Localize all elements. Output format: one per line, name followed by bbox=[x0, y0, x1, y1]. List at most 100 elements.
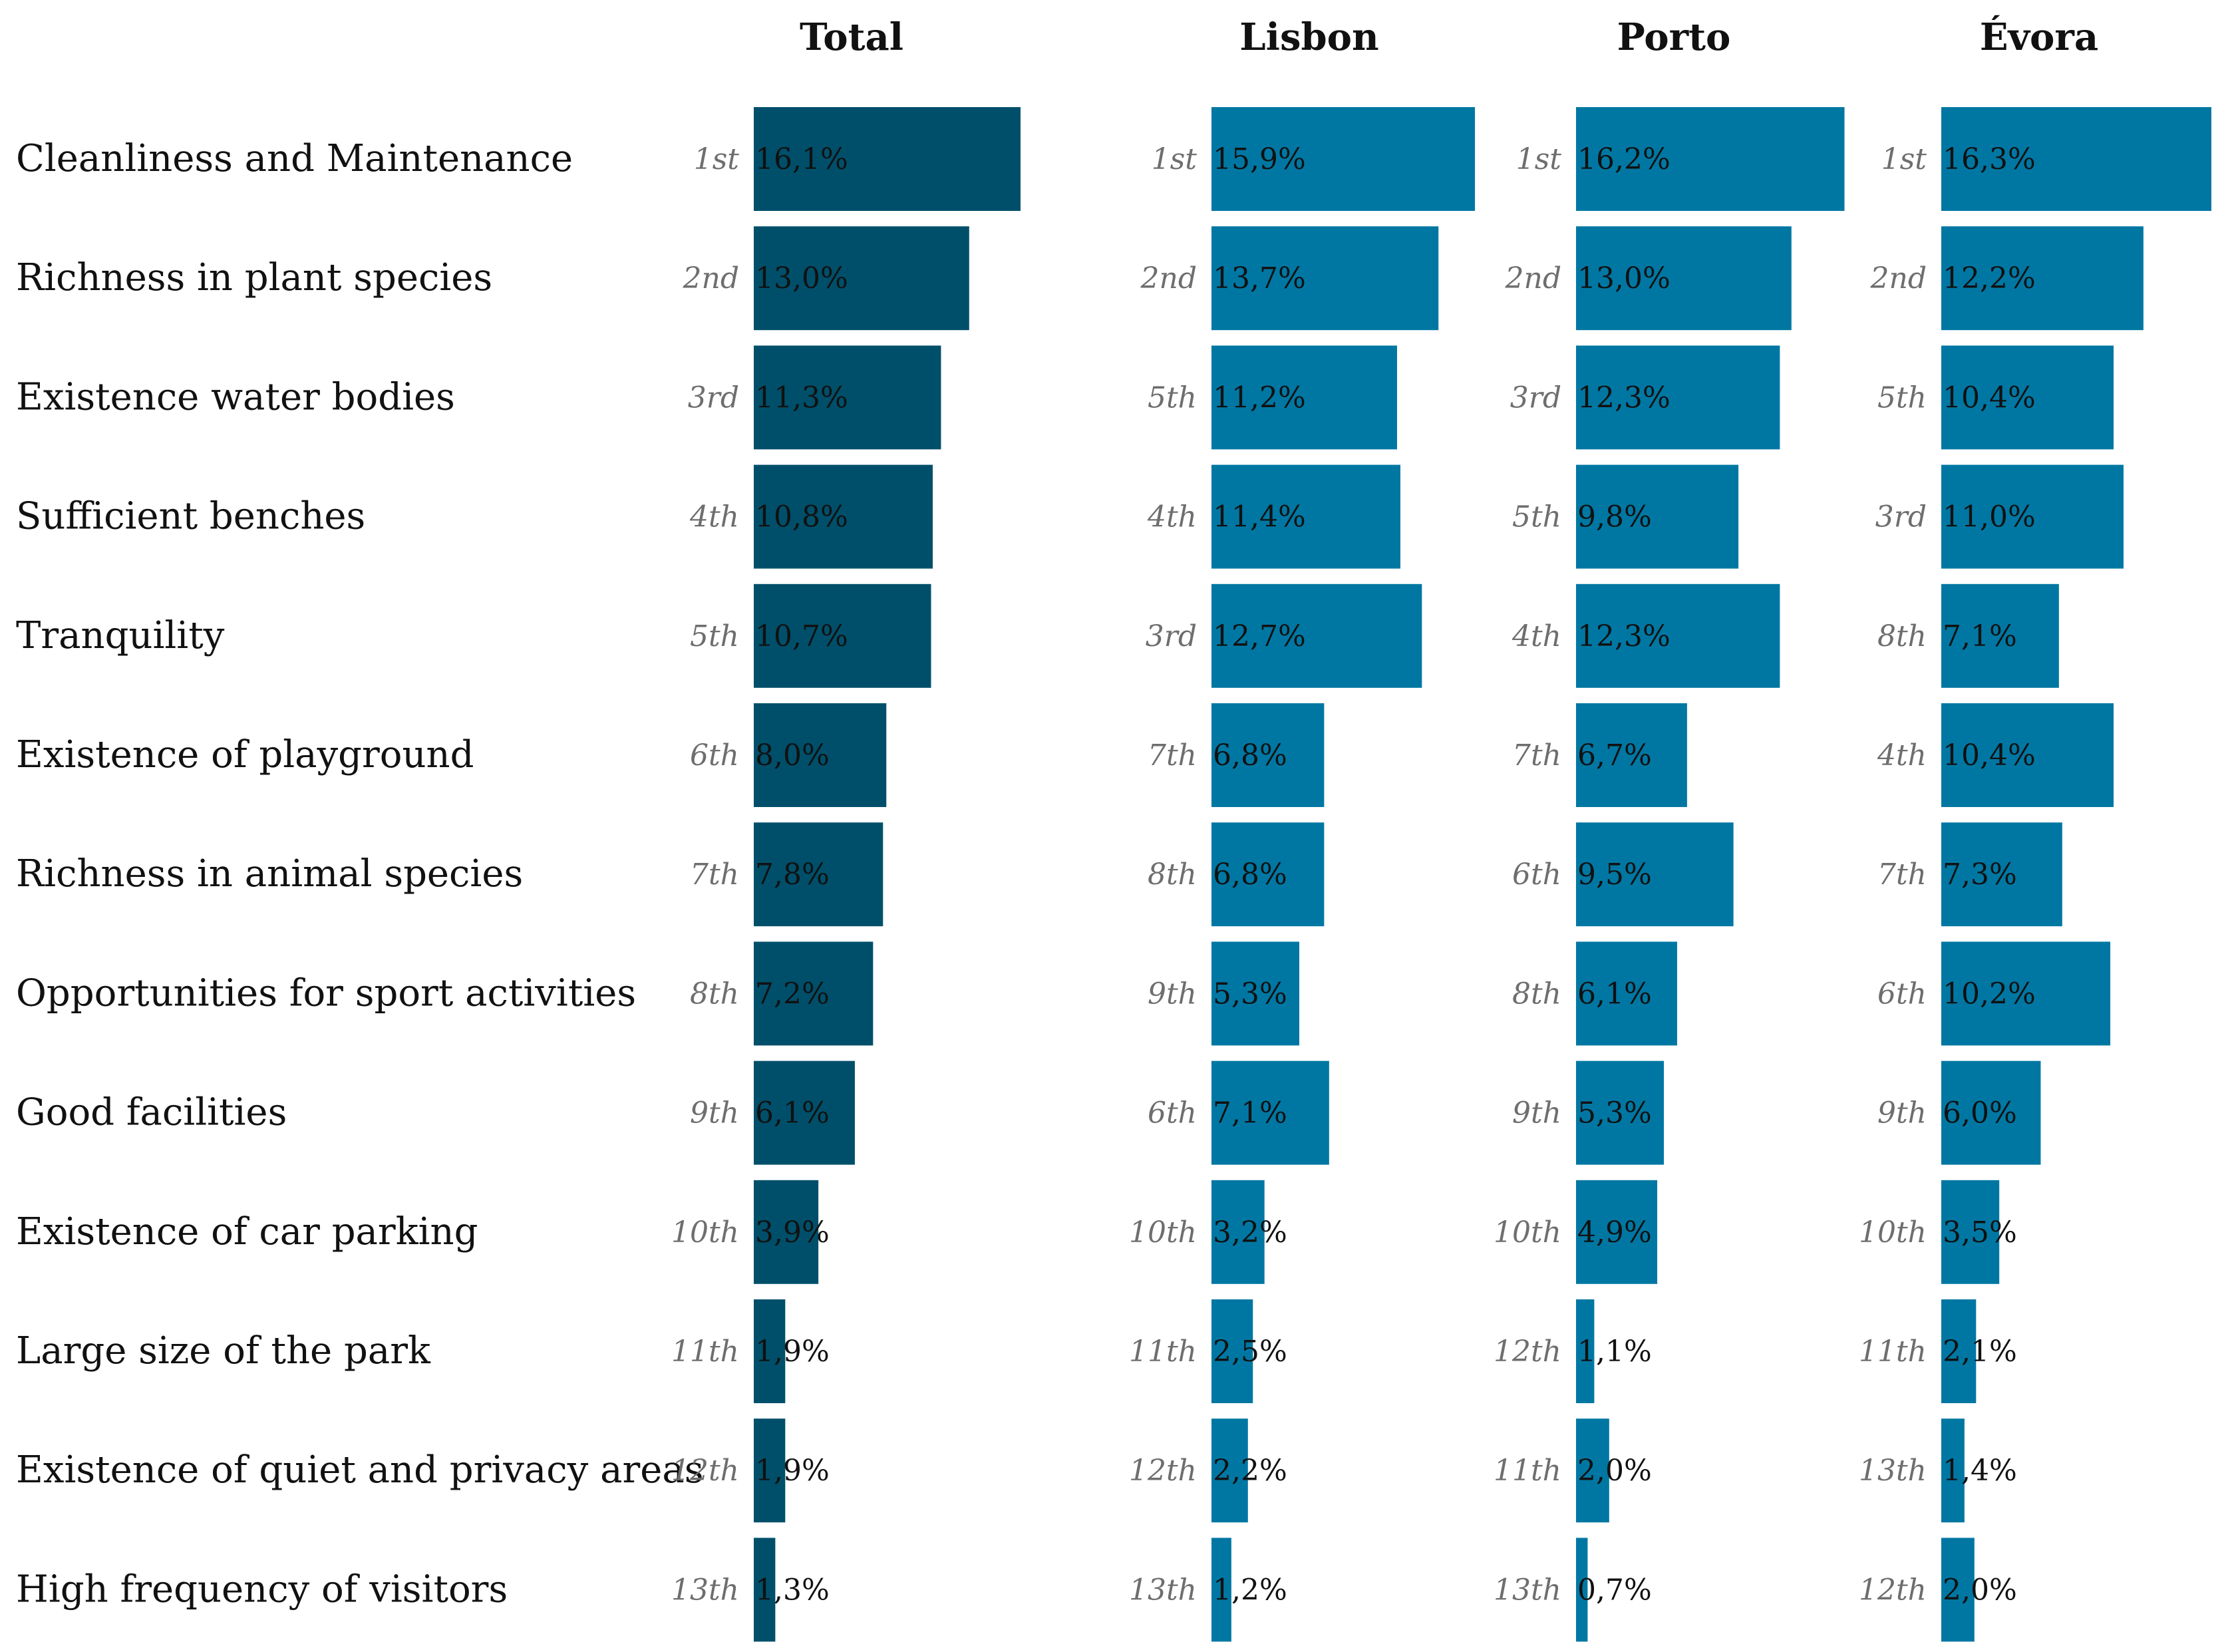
rank-label-total-5: 5th bbox=[690, 619, 739, 653]
value-label-porto-7: 9,5% bbox=[1577, 858, 1652, 892]
category-label-opportunities-for-sport-activities: Opportunities for sport activities bbox=[16, 971, 636, 1015]
bar-porto-high-frequency-of-visitors bbox=[1576, 1538, 1588, 1642]
value-label-total-2: 13,0% bbox=[755, 261, 848, 295]
value-label-total-13: 1,3% bbox=[755, 1573, 830, 1607]
value-label-evora-4: 11,0% bbox=[1943, 500, 2036, 534]
value-label-evora-6: 10,4% bbox=[1943, 739, 2036, 772]
bar-total-opportunities-for-sport-activities bbox=[754, 941, 874, 1046]
bar-evora-existence-water-bodies bbox=[1941, 345, 2114, 450]
rank-label-evora-10: 10th bbox=[1859, 1216, 1927, 1249]
value-label-lisbon-4: 11,4% bbox=[1213, 500, 1306, 534]
bar-lisbon-opportunities-for-sport-activities bbox=[1211, 941, 1300, 1046]
category-label-high-frequency-of-visitors: High frequency of visitors bbox=[16, 1568, 508, 1611]
value-label-lisbon-2: 13,7% bbox=[1213, 261, 1306, 295]
value-label-porto-11: 1,1% bbox=[1577, 1335, 1652, 1369]
category-label-existence-of-car-parking: Existence of car parking bbox=[16, 1210, 478, 1253]
rank-label-porto-10: 10th bbox=[1494, 1216, 1561, 1249]
rank-label-evora-7: 7th bbox=[1877, 858, 1927, 892]
bar-total-high-frequency-of-visitors bbox=[754, 1538, 776, 1642]
bar-porto-good-facilities bbox=[1576, 1061, 1665, 1165]
rank-label-total-7: 7th bbox=[690, 858, 739, 892]
rank-label-total-8: 8th bbox=[690, 977, 739, 1011]
rank-label-lisbon-5: 3rd bbox=[1146, 619, 1197, 653]
rank-label-porto-8: 8th bbox=[1512, 977, 1561, 1011]
value-label-lisbon-11: 2,5% bbox=[1213, 1335, 1287, 1369]
category-label-richness-in-plant-species: Richness in plant species bbox=[16, 256, 492, 299]
rank-label-porto-7: 6th bbox=[1512, 858, 1561, 892]
bar-evora-tranquility bbox=[1941, 583, 2059, 688]
value-label-total-9: 6,1% bbox=[755, 1096, 830, 1130]
panel-lisbon: Lisbon 1st 15,9% 2nd 13,7% 5th 11,2% 4th 11,4% 3r… bbox=[1129, 15, 1476, 1642]
value-label-lisbon-5: 12,7% bbox=[1213, 619, 1306, 653]
value-label-evora-13: 2,0% bbox=[1943, 1573, 2017, 1607]
value-label-porto-12: 2,0% bbox=[1577, 1454, 1652, 1488]
bar-total-large-size-of-the-park bbox=[754, 1299, 786, 1403]
bar-porto-cleanliness-and-maintenance bbox=[1576, 107, 1845, 211]
category-label-good-facilities: Good facilities bbox=[16, 1091, 287, 1134]
rank-label-total-2: 2nd bbox=[683, 261, 740, 295]
bar-porto-tranquility bbox=[1576, 583, 1780, 688]
value-label-total-1: 16,1% bbox=[755, 142, 848, 176]
rank-label-porto-3: 3rd bbox=[1510, 381, 1561, 414]
rank-label-lisbon-3: 5th bbox=[1148, 381, 1197, 414]
value-label-evora-9: 6,0% bbox=[1943, 1096, 2017, 1130]
bar-lisbon-large-size-of-the-park bbox=[1211, 1299, 1253, 1403]
category-labels: Cleanliness and Maintenance Richness in p… bbox=[16, 137, 704, 1611]
rank-label-lisbon-8: 9th bbox=[1148, 977, 1197, 1011]
rank-label-lisbon-13: 13th bbox=[1129, 1573, 1197, 1607]
bar-evora-existence-of-quiet-and-privacy-areas bbox=[1941, 1418, 1965, 1523]
value-label-porto-6: 6,7% bbox=[1577, 739, 1652, 772]
value-label-porto-8: 6,1% bbox=[1577, 977, 1652, 1011]
rank-label-evora-3: 5th bbox=[1877, 381, 1927, 414]
value-label-evora-5: 7,1% bbox=[1943, 619, 2017, 653]
rank-label-porto-13: 13th bbox=[1494, 1573, 1561, 1607]
bar-lisbon-existence-of-car-parking bbox=[1211, 1180, 1265, 1284]
rank-label-lisbon-4: 4th bbox=[1147, 500, 1197, 534]
bar-porto-existence-of-car-parking bbox=[1576, 1180, 1658, 1284]
value-label-porto-5: 12,3% bbox=[1577, 619, 1671, 653]
bar-total-existence-water-bodies bbox=[754, 345, 941, 450]
rank-label-total-1: 1st bbox=[694, 142, 740, 176]
value-label-lisbon-7: 6,8% bbox=[1213, 858, 1287, 892]
value-label-porto-1: 16,2% bbox=[1577, 142, 1671, 176]
value-label-lisbon-9: 7,1% bbox=[1213, 1096, 1287, 1130]
rank-label-evora-1: 1st bbox=[1881, 142, 1927, 176]
value-label-evora-10: 3,5% bbox=[1943, 1216, 2017, 1249]
rank-label-porto-2: 2nd bbox=[1505, 261, 1562, 295]
category-label-sufficient-benches: Sufficient benches bbox=[16, 495, 365, 538]
rank-label-evora-4: 3rd bbox=[1875, 500, 1927, 534]
bar-lisbon-existence-water-bodies bbox=[1211, 345, 1397, 450]
rank-label-evora-12: 13th bbox=[1859, 1454, 1927, 1488]
bar-evora-existence-of-playground bbox=[1941, 703, 2114, 807]
value-label-evora-2: 12,2% bbox=[1943, 261, 2036, 295]
value-label-total-8: 7,2% bbox=[755, 977, 830, 1011]
category-label-existence-of-playground: Existence of playground bbox=[16, 733, 474, 776]
panel-title-total: Total bbox=[800, 15, 903, 59]
rank-label-porto-9: 9th bbox=[1512, 1096, 1561, 1130]
bar-lisbon-existence-of-playground bbox=[1211, 703, 1325, 807]
rank-label-total-9: 9th bbox=[690, 1096, 739, 1130]
rank-label-evora-5: 8th bbox=[1877, 619, 1927, 653]
rank-label-lisbon-7: 8th bbox=[1148, 858, 1197, 892]
value-label-lisbon-13: 1,2% bbox=[1213, 1573, 1287, 1607]
bar-evora-existence-of-car-parking bbox=[1941, 1180, 2000, 1284]
rank-label-total-12: 12th bbox=[671, 1454, 739, 1488]
value-label-porto-2: 13,0% bbox=[1577, 261, 1671, 295]
bar-porto-existence-of-quiet-and-privacy-areas bbox=[1576, 1418, 1609, 1523]
value-label-total-5: 10,7% bbox=[755, 619, 848, 653]
rank-label-lisbon-9: 6th bbox=[1148, 1096, 1197, 1130]
value-label-lisbon-8: 5,3% bbox=[1213, 977, 1287, 1011]
panel-evora: Évora 1st 16,3% 2nd 12,2% 5th 10,4% 3rd 11,0% 8th… bbox=[1859, 15, 2211, 1642]
value-label-porto-9: 5,3% bbox=[1577, 1096, 1652, 1130]
bar-evora-high-frequency-of-visitors bbox=[1941, 1538, 1975, 1642]
rank-label-evora-11: 11th bbox=[1859, 1335, 1927, 1369]
category-label-cleanliness-and-maintenance: Cleanliness and Maintenance bbox=[16, 137, 573, 180]
bar-porto-large-size-of-the-park bbox=[1576, 1299, 1595, 1403]
bar-lisbon-cleanliness-and-maintenance bbox=[1211, 107, 1476, 211]
value-label-lisbon-3: 11,2% bbox=[1213, 381, 1306, 414]
value-label-total-4: 10,8% bbox=[755, 500, 848, 534]
value-label-evora-12: 1,4% bbox=[1943, 1454, 2017, 1488]
rank-label-total-3: 3rd bbox=[688, 381, 739, 414]
panel-title-porto: Porto bbox=[1617, 15, 1731, 59]
